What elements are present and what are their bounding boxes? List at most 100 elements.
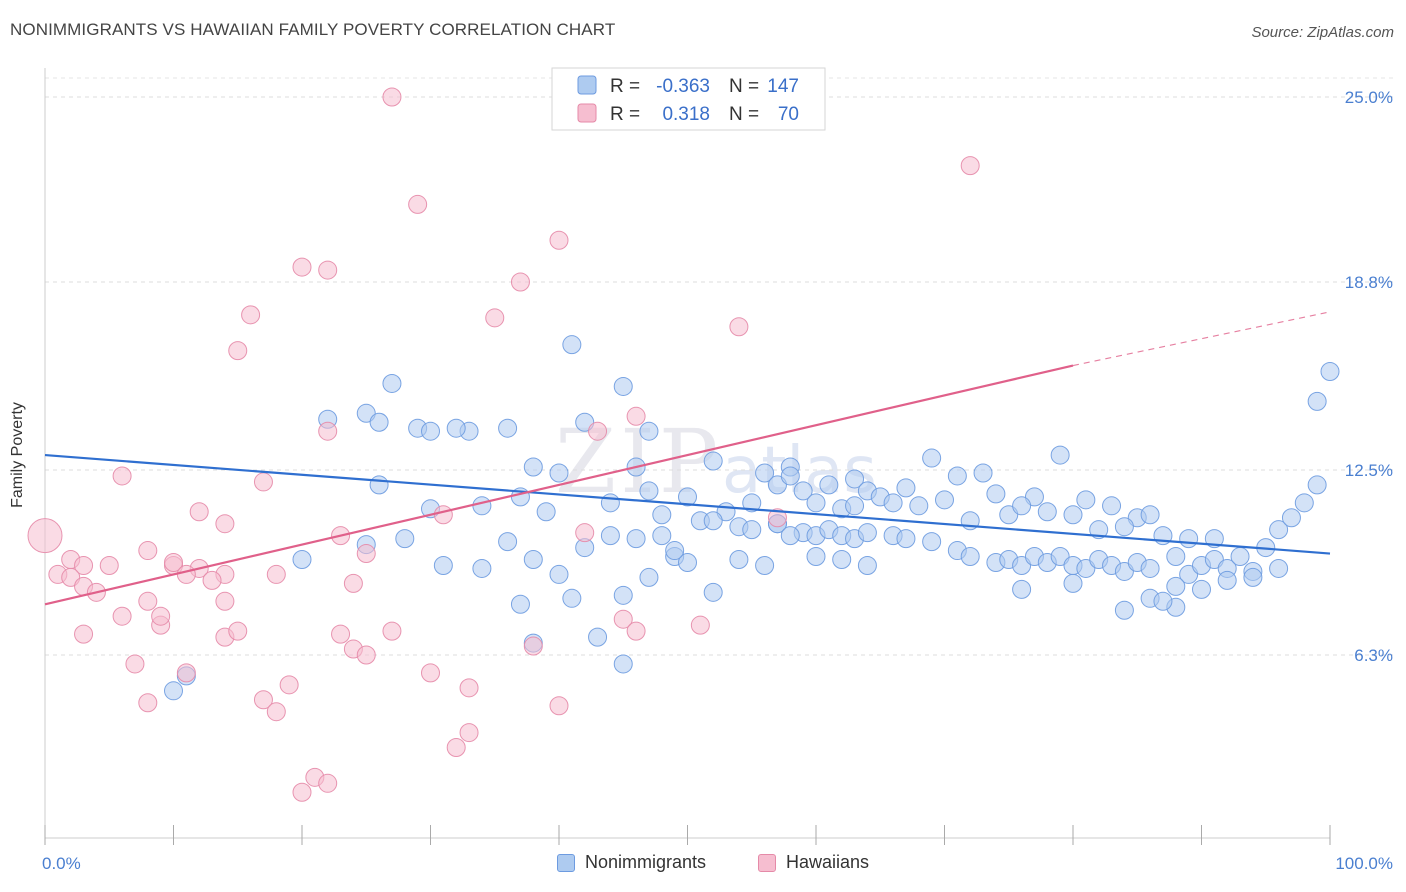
stats-r-value: -0.363 [656,76,710,97]
nonimmigrant-point [742,520,762,540]
nonimmigrant-point [1114,600,1134,620]
hawaiian-point [960,156,980,176]
hawaiian-point [215,591,235,611]
nonimmigrant-point [1114,517,1134,537]
hawaiians-trend-extension [1072,311,1331,367]
nonimmigrant-point [845,496,865,516]
legend-swatch-blue [557,853,575,872]
nonimmigrant-point [562,335,582,355]
nonimmigrant-point [1179,529,1199,549]
hawaiian-point [343,573,363,593]
nonimmigrant-point [382,373,402,393]
hawaiian-point [575,523,595,543]
nonimmigrant-point [1192,579,1211,599]
nonimmigrant-point [806,493,826,513]
nonimmigrant-point [1243,567,1263,587]
nonimmigrant-point [909,496,929,516]
nonimmigrant-point [523,457,543,477]
nonimmigrant-point [498,532,518,552]
nonimmigrant-point [780,466,800,486]
legend-label: Hawaiians [786,852,870,872]
source-label: Source: ZipAtlas.com [1251,24,1394,41]
hawaiian-point [356,645,376,665]
hawaiian-point [292,257,312,277]
nonimmigrant-point [1269,520,1289,540]
nonimmigrant-point [536,502,556,522]
nonimmigrant-point [1140,558,1160,578]
nonimmigrant-point [1050,445,1070,465]
nonimmigrant-point [433,555,453,575]
bottom-legend: Nonimmigrants Hawaiians [0,852,1406,876]
nonimmigrant-point [1037,502,1057,522]
nonimmigrant-point [1089,520,1109,540]
legend-label: Nonimmigrants [585,852,707,872]
nonimmigrant-point [832,550,852,570]
hawaiian-point [241,305,261,325]
nonimmigrant-point [1166,547,1186,567]
nonimmigrants-trend-line [44,453,1331,555]
stats-n-label: N = [729,76,759,97]
nonimmigrant-point [703,582,723,602]
trend-lines [44,311,1331,606]
hawaiian-point [266,702,286,722]
stats-r-value: 0.318 [662,104,710,125]
hawaiian-point [510,272,530,292]
nonimmigrant-point [626,529,646,549]
nonimmigrant-point [793,481,813,501]
nonimmigrant-point [1012,496,1032,516]
hawaiian-point [433,505,453,525]
nonimmigrant-point [755,555,775,575]
hawaiian-point [112,606,132,626]
hawaiian-point [151,606,171,626]
nonimmigrant-point [703,511,723,531]
hawaiian-point [253,472,273,492]
nonimmigrant-point [639,567,659,587]
nonimmigrant-point [369,475,389,495]
chart-title: NONIMMIGRANTS VS HAWAIIAN FAMILY POVERTY… [10,20,616,39]
nonimmigrant-point [549,463,569,483]
nonimmigrant-point [652,526,672,546]
hawaiian-point [99,555,119,575]
nonimmigrant-point [960,547,980,567]
nonimmigrant-point [947,466,967,486]
hawaiian-point [125,654,145,674]
hawaiian-point [318,260,338,280]
hawaiian-point [690,615,710,635]
legend-item-hawaiians: Hawaiians [758,852,869,873]
nonimmigrant-point [1204,529,1224,549]
nonimmigrant-point [896,529,916,549]
nonimmigrant-point [510,594,530,614]
y-tick-label: 12.5% [1345,461,1393,480]
nonimmigrant-point [1217,570,1237,590]
y-tick-label: 6.3% [1354,646,1393,665]
hawaiian-point [588,421,608,441]
nonimmigrant-point [780,526,800,546]
nonimmigrant-point [857,555,877,575]
hawaiian-point [331,624,351,644]
hawaiian-point [74,555,94,575]
hawaiian-point [459,678,479,698]
axes [44,68,1331,845]
hawaiian-point [767,508,787,528]
nonimmigrant-point [472,496,492,516]
hawaiian-point [138,693,158,713]
nonimmigrant-point [857,523,877,543]
nonimmigrant-point [845,469,865,489]
hawaiian-point [189,502,209,522]
hawaiian-point [459,723,479,743]
hawaiian-point [292,782,312,802]
hawaiian-point [356,544,376,564]
nonimmigrant-point [1166,576,1186,596]
nonimmigrant-point [600,526,620,546]
hawaiian-point [382,87,402,107]
hawaiian-point [202,570,222,590]
hawaiian-point [138,541,158,561]
nonimmigrant-point [472,558,492,578]
hawaiian-point [266,564,286,584]
y-tick-label: 18.8% [1345,273,1393,292]
nonimmigrant-point [678,552,697,572]
nonimmigrant-point [1307,475,1327,495]
nonimmigrant-point [446,418,466,438]
stats-r-label: R = [610,104,640,125]
